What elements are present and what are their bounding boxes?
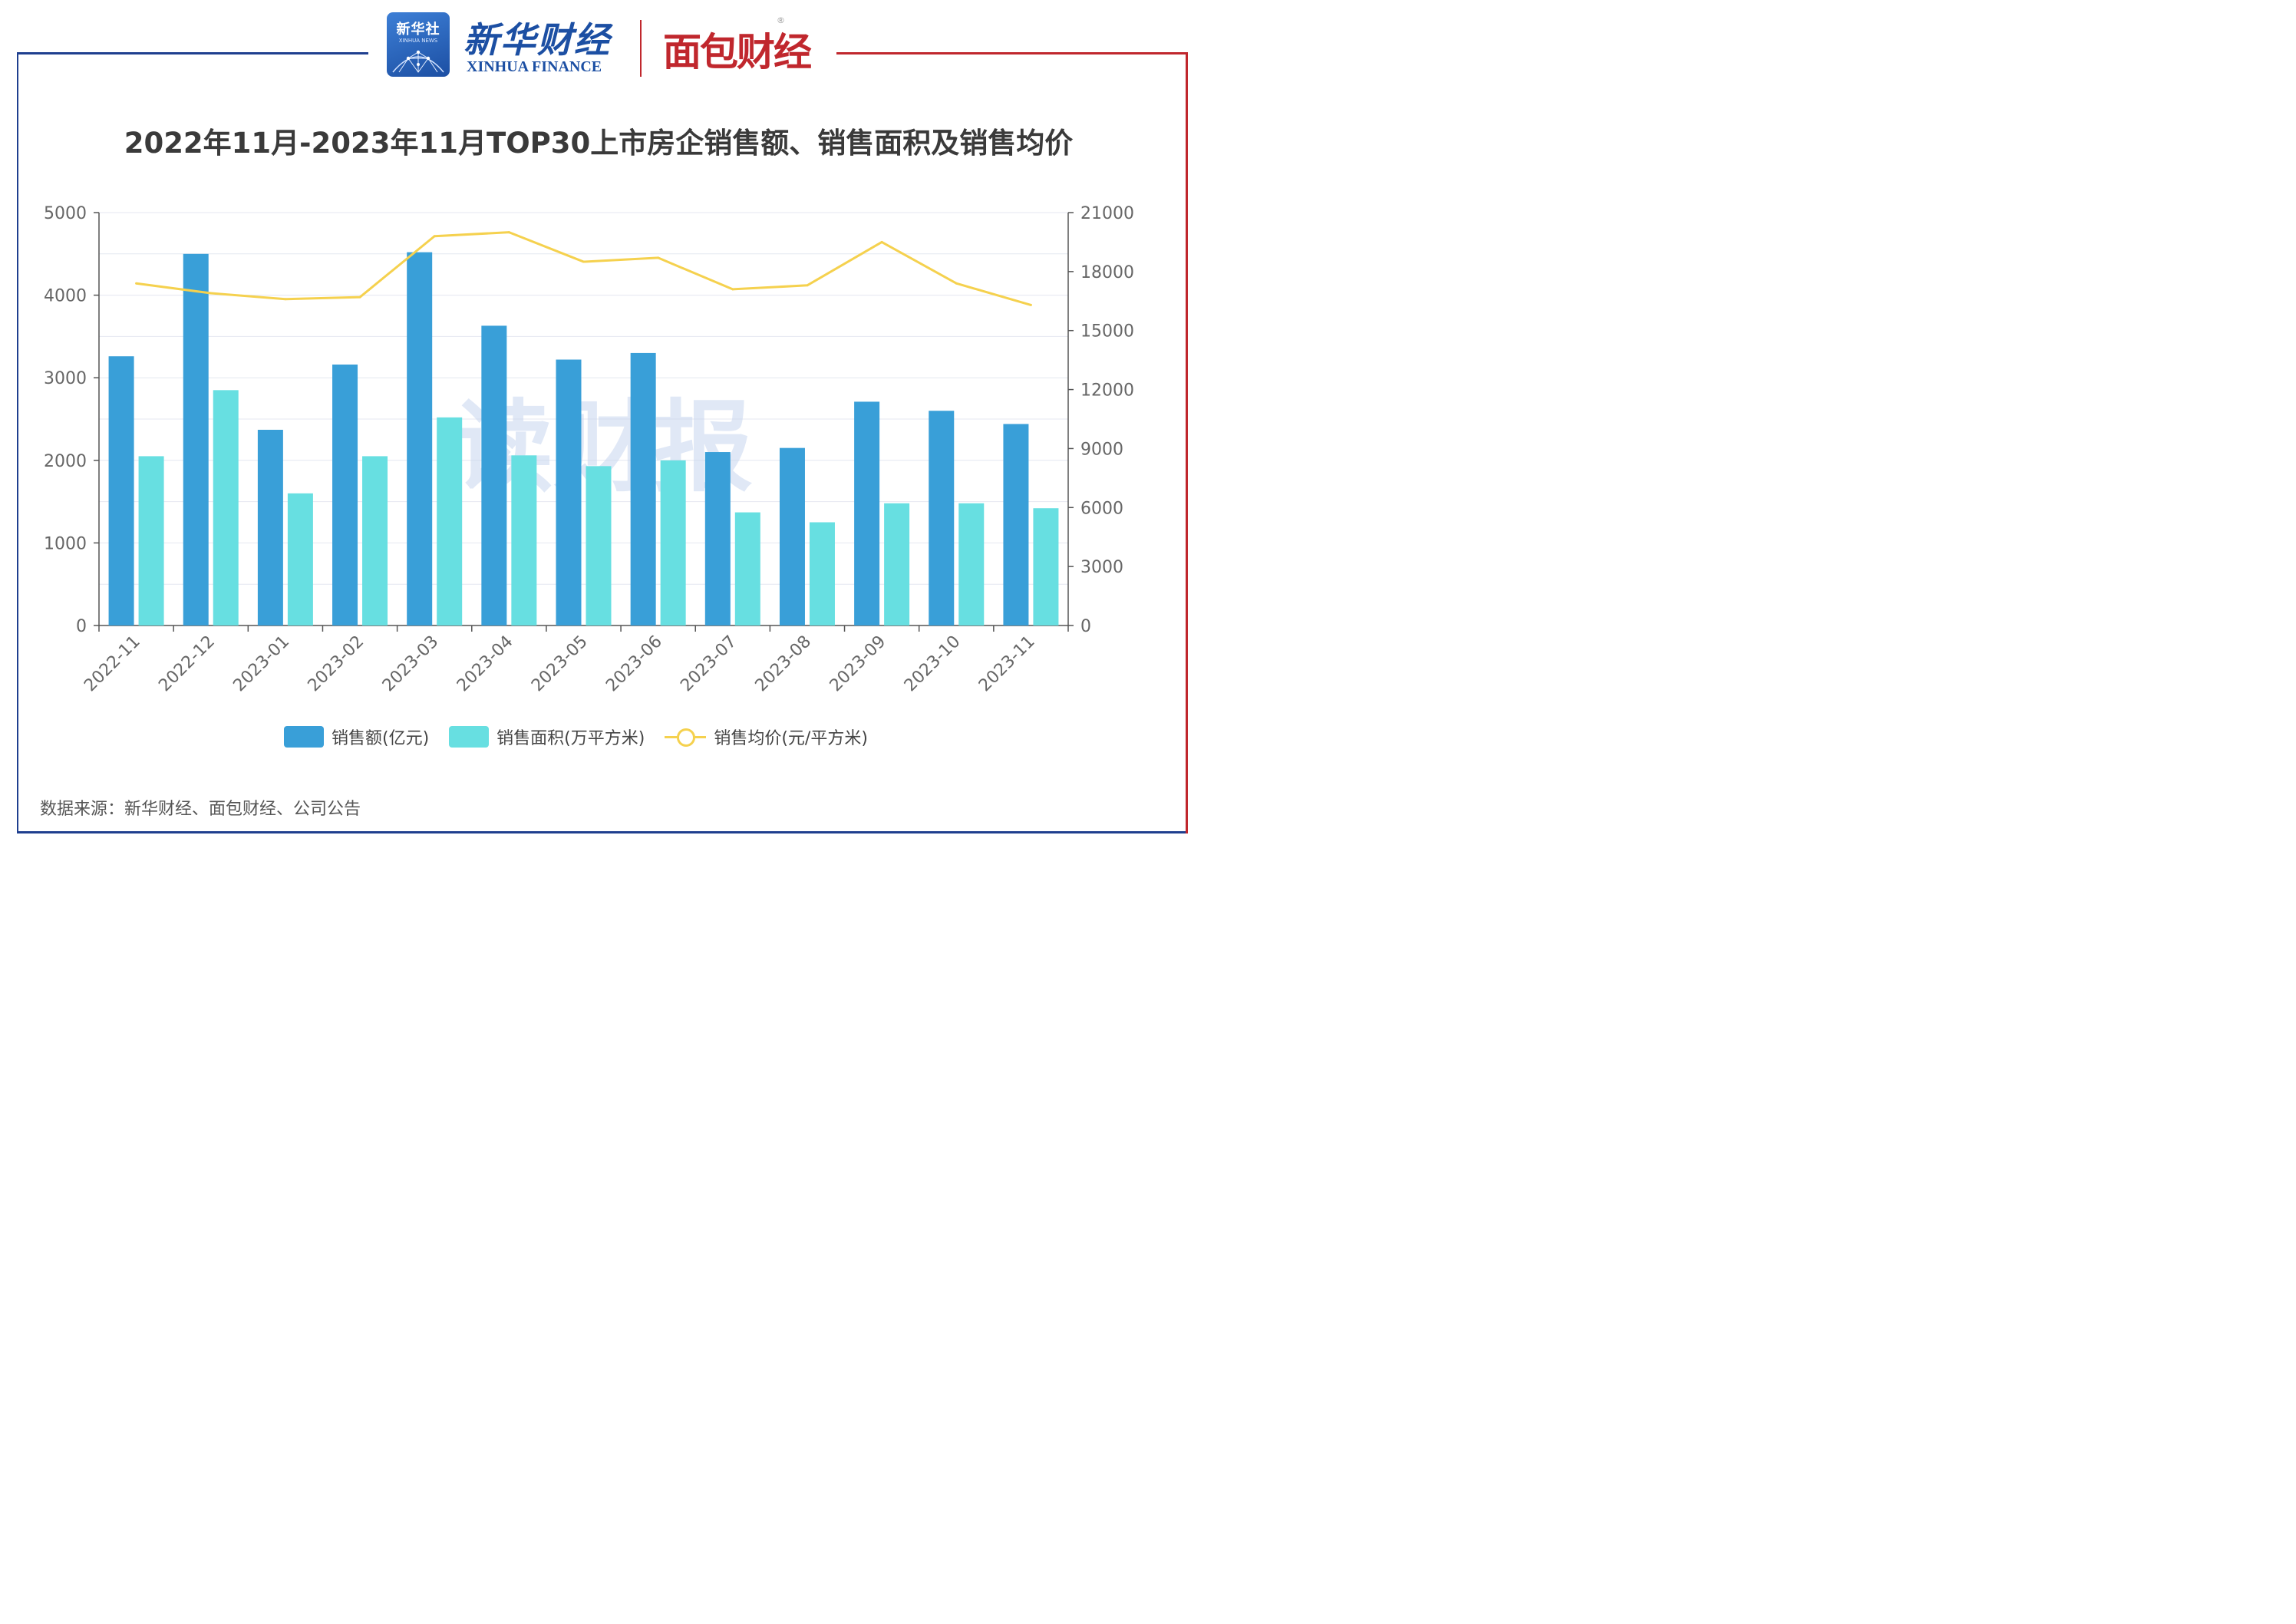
bar-sales-amount xyxy=(108,356,134,626)
frame-border-top-left xyxy=(17,52,368,54)
bar-sales-area xyxy=(734,512,760,626)
x-tick-label: 2023-03 xyxy=(379,632,443,696)
frame-border-bottom xyxy=(17,831,1188,833)
bar-sales-area xyxy=(809,522,835,626)
bar-sales-amount xyxy=(407,252,433,626)
header-divider xyxy=(640,20,642,77)
y-left-tick-label: 5000 xyxy=(44,204,87,223)
header-logos: 新华社 XINHUA NEWS 新华财经 XINHUA FINANCE 面包财经… xyxy=(384,9,829,83)
bar-sales-area xyxy=(511,455,537,626)
bar-sales-amount xyxy=(704,452,731,626)
xinhua-badge-subtext: XINHUA NEWS xyxy=(398,38,438,44)
y-left-tick-label: 0 xyxy=(76,617,87,636)
legend-item-avg-price[interactable]: 销售均价(元/平方米) xyxy=(665,725,868,749)
bar-sales-area xyxy=(138,456,164,626)
legend-line-avg-price-icon xyxy=(665,726,707,748)
point-avg-price xyxy=(284,298,287,301)
y-right-tick-label: 3000 xyxy=(1080,558,1123,577)
frame-border-left xyxy=(17,52,18,833)
bar-sales-area xyxy=(586,466,612,626)
x-tick-label: 2023-09 xyxy=(826,632,890,696)
x-tick-label: 2023-05 xyxy=(528,632,592,696)
y-left-tick-label: 2000 xyxy=(44,452,87,471)
legend-label-sales-amount: 销售额(亿元) xyxy=(332,729,430,748)
data-source-note: 数据来源：新华财经、面包财经、公司公告 xyxy=(40,800,361,819)
bar-sales-amount xyxy=(929,411,955,626)
bar-sales-area xyxy=(213,390,239,626)
point-avg-price xyxy=(433,235,436,238)
point-avg-price xyxy=(731,288,734,291)
point-avg-price xyxy=(955,282,958,285)
globe-network-icon xyxy=(392,50,444,73)
x-tick-label: 2023-02 xyxy=(305,632,368,696)
bar-sales-amount xyxy=(556,359,582,626)
legend-label-sales-area: 销售面积(万平方米) xyxy=(496,729,645,748)
chart-title: 2022年11月-2023年11月TOP30上市房企销售额、销售面积及销售均价 xyxy=(124,127,1074,160)
legend-swatch-sales-amount xyxy=(284,726,324,748)
x-tick-label: 2023-07 xyxy=(677,632,741,696)
combo-chart: 读财报0100020003000400050000300060009000120… xyxy=(44,204,1134,696)
bar-sales-area xyxy=(287,493,313,626)
bar-sales-amount xyxy=(854,401,880,626)
registered-mark: ® xyxy=(777,15,785,25)
point-avg-price xyxy=(209,292,213,295)
chart-legend: 销售额(亿元) 销售面积(万平方米) 销售均价(元/平方米) xyxy=(284,721,888,752)
y-left-tick-label: 4000 xyxy=(44,287,87,306)
point-avg-price xyxy=(507,231,510,234)
bar-sales-area xyxy=(660,460,686,626)
y-right-tick-label: 21000 xyxy=(1080,204,1134,223)
y-left-tick-label: 1000 xyxy=(44,534,87,553)
y-right-tick-label: 15000 xyxy=(1080,322,1134,342)
point-avg-price xyxy=(1029,303,1032,306)
bar-sales-area xyxy=(362,456,388,626)
x-tick-label: 2023-08 xyxy=(752,632,816,696)
y-left-tick-label: 3000 xyxy=(44,369,87,388)
x-tick-label: 2023-10 xyxy=(901,632,965,696)
y-right-tick-label: 0 xyxy=(1080,617,1091,636)
legend-item-sales-amount[interactable]: 销售额(亿元) xyxy=(284,725,429,749)
frame-border-right xyxy=(1186,52,1188,833)
legend-label-avg-price: 销售均价(元/平方米) xyxy=(714,729,868,748)
x-tick-label: 2023-01 xyxy=(229,632,293,696)
xinhua-badge-text: 新华社 xyxy=(396,21,440,38)
x-tick-label: 2023-11 xyxy=(975,632,1039,696)
frame-border-top-right xyxy=(836,52,1188,54)
bar-sales-area xyxy=(1033,508,1059,626)
point-avg-price xyxy=(358,295,361,299)
y-right-tick-label: 6000 xyxy=(1080,499,1123,518)
xinhua-finance-en-logo: XINHUA FINANCE xyxy=(467,58,602,75)
bar-sales-amount xyxy=(1003,424,1029,626)
x-tick-label: 2023-06 xyxy=(602,632,666,696)
point-avg-price xyxy=(806,284,809,287)
legend-swatch-sales-area xyxy=(449,726,490,748)
bar-sales-amount xyxy=(481,325,507,626)
point-avg-price xyxy=(582,260,585,263)
xinhua-finance-cn-logo: 新华财经 xyxy=(463,19,611,61)
point-avg-price xyxy=(657,256,660,259)
bar-sales-area xyxy=(437,417,463,626)
bar-sales-area xyxy=(884,503,910,626)
y-right-tick-label: 18000 xyxy=(1080,263,1134,282)
legend-item-sales-area[interactable]: 销售面积(万平方米) xyxy=(449,725,645,749)
y-right-tick-label: 9000 xyxy=(1080,440,1123,459)
bar-sales-amount xyxy=(332,364,358,626)
x-tick-label: 2023-04 xyxy=(454,632,517,696)
y-right-tick-label: 12000 xyxy=(1080,381,1134,401)
x-tick-label: 2022-11 xyxy=(81,632,144,696)
bar-sales-amount xyxy=(257,429,283,626)
bar-sales-area xyxy=(958,503,985,626)
bar-sales-amount xyxy=(630,352,656,626)
line-avg-price xyxy=(136,231,1031,306)
bar-sales-amount xyxy=(779,447,805,626)
x-tick-label: 2022-12 xyxy=(155,632,219,696)
point-avg-price xyxy=(880,240,883,243)
mianbao-finance-logo: 面包财经 xyxy=(663,30,812,74)
bar-sales-amount xyxy=(183,253,209,626)
xinhua-news-logo: 新华社 XINHUA NEWS xyxy=(387,12,450,77)
point-avg-price xyxy=(135,282,138,285)
